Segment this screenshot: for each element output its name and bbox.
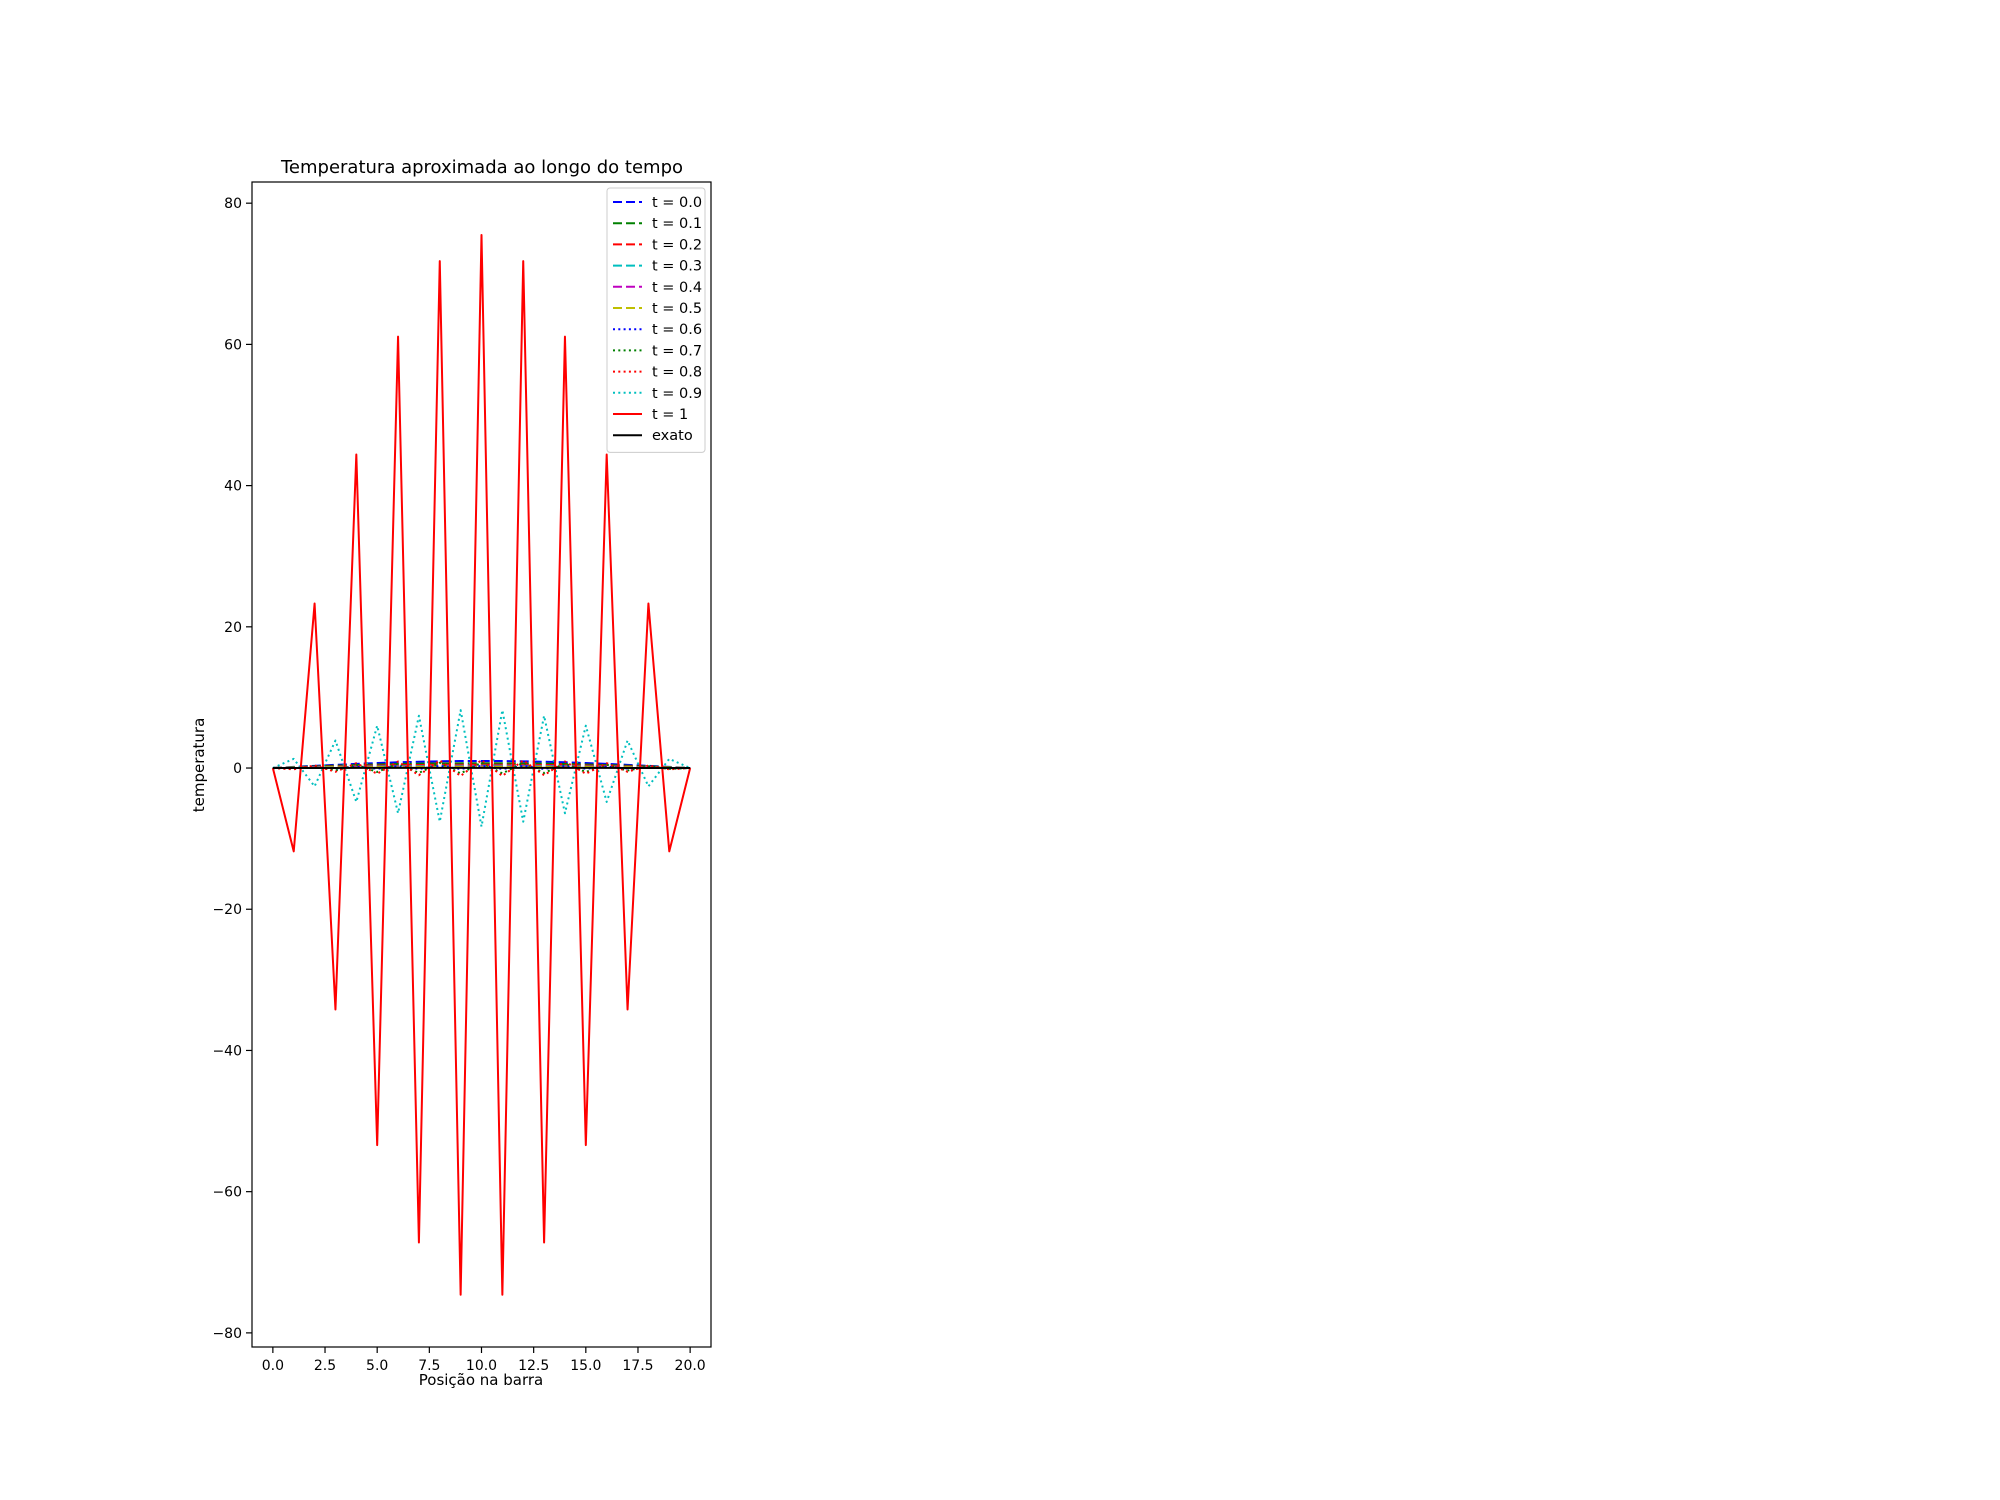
x-tick-label: 20.0 bbox=[675, 1358, 706, 1374]
legend-label: t = 0.8 bbox=[652, 365, 702, 381]
y-tick-label: −40 bbox=[212, 1043, 242, 1059]
x-axis: 0.0 2.5 5.0 7.5 10.0 12.5 15.0 17.5 20.0 bbox=[262, 1347, 706, 1374]
legend-label: t = 0.9 bbox=[652, 386, 702, 402]
series-line-9 bbox=[272, 709, 691, 828]
chart-title: Temperatura aproximada ao longo do tempo bbox=[280, 157, 683, 178]
legend-label: t = 0.1 bbox=[652, 216, 702, 232]
legend-label: t = 0.3 bbox=[652, 259, 702, 275]
x-tick-label: 15.0 bbox=[570, 1358, 601, 1374]
x-tick-label: 17.5 bbox=[622, 1358, 653, 1374]
y-tick-label: −80 bbox=[212, 1326, 242, 1342]
x-tick-label: 7.5 bbox=[418, 1358, 440, 1374]
y-tick-label: −20 bbox=[212, 902, 242, 918]
x-tick-label: 5.0 bbox=[366, 1358, 388, 1374]
legend-label: t = 0.5 bbox=[652, 301, 702, 317]
legend: t = 0.0 t = 0.1 t = 0.2 t = 0.3 t = 0.4 t = 0… bbox=[606, 187, 706, 453]
x-tick-label: 12.5 bbox=[518, 1358, 549, 1374]
legend-label: t = 0.7 bbox=[652, 343, 702, 359]
legend-label: t = 0.0 bbox=[652, 195, 702, 211]
y-axis-label: temperatura bbox=[190, 718, 208, 813]
legend-label: t = 0.2 bbox=[652, 237, 702, 253]
y-tick-label: 60 bbox=[224, 337, 242, 353]
x-tick-label: 2.5 bbox=[314, 1358, 336, 1374]
series-line-10 bbox=[271, 233, 692, 1296]
series-layer bbox=[271, 233, 692, 1296]
y-tick-label: 20 bbox=[224, 620, 242, 636]
legend-label: t = 0.4 bbox=[652, 280, 702, 296]
y-tick-label: 0 bbox=[233, 761, 242, 777]
x-tick-label: 0.0 bbox=[262, 1358, 284, 1374]
legend-label: exato bbox=[652, 428, 693, 444]
y-tick-label: −60 bbox=[212, 1185, 242, 1201]
y-axis: 80 60 40 20 0 −20 −40 −60 −80 bbox=[212, 196, 252, 1342]
x-axis-label: Posição na barra bbox=[419, 1371, 544, 1389]
x-tick-label: 10.0 bbox=[466, 1358, 497, 1374]
legend-box bbox=[606, 187, 706, 453]
legend-label: t = 1 bbox=[652, 407, 688, 423]
y-tick-label: 80 bbox=[224, 196, 242, 212]
legend-label: t = 0.6 bbox=[652, 322, 702, 338]
y-tick-label: 40 bbox=[224, 479, 242, 495]
